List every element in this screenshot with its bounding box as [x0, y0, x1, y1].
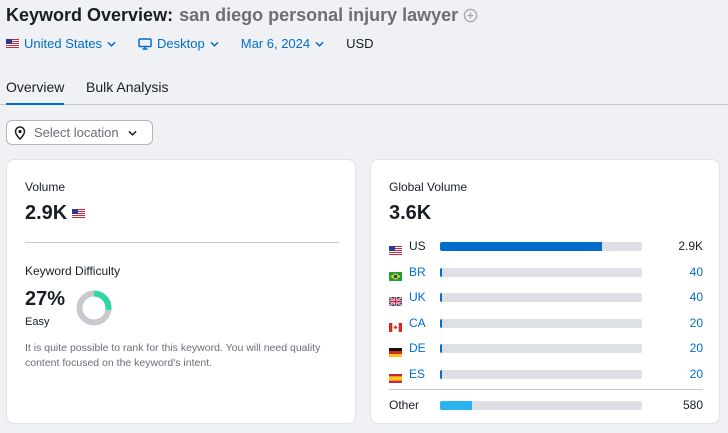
kd-label: Keyword Difficulty — [25, 264, 121, 278]
kd-value: 27% — [25, 288, 66, 310]
divider — [25, 242, 339, 243]
title-prefix: Keyword Overview: — [6, 5, 174, 25]
country-code: US — [409, 239, 426, 253]
country-volume-value[interactable]: 20 — [689, 316, 703, 330]
country-code[interactable]: DE — [409, 341, 426, 355]
country-code[interactable]: BR — [409, 265, 426, 279]
us-flag-icon — [389, 242, 402, 255]
volume-bar — [440, 343, 642, 353]
country-label: United States — [24, 36, 103, 51]
volume-bar — [440, 267, 642, 277]
volume-value: 2.9K — [25, 202, 68, 224]
chevron-down-icon — [210, 41, 219, 47]
country-code[interactable]: ES — [409, 367, 426, 381]
country-row-es: ES 20 — [389, 364, 703, 384]
country-code[interactable]: CA — [409, 316, 426, 330]
global-volume-value: 3.6K — [389, 202, 432, 224]
country-volume-value[interactable]: 40 — [689, 290, 703, 304]
volume-bar-fill — [440, 241, 602, 251]
volume-bar — [440, 369, 642, 379]
device-dropdown[interactable]: Desktop — [138, 36, 219, 51]
volume-bar — [440, 241, 642, 251]
country-volume-value[interactable]: 20 — [689, 367, 703, 381]
filters-bar: United States Desktop Mar 6, 2024 USD — [6, 36, 396, 51]
uk-flag-icon — [388, 293, 403, 307]
currency-label: USD — [346, 36, 374, 51]
keyword-title: san diego personal injury lawyer — [179, 5, 459, 25]
location-pin-icon — [14, 125, 26, 140]
es-flag-icon — [389, 370, 402, 383]
volume-bar — [440, 318, 642, 328]
volume-bar-fill — [440, 369, 443, 379]
us-flag-icon — [6, 39, 19, 48]
global-volume-card: Global Volume 3.6K US 2.9K BR 40 UK 40 CA 20 DE 2… — [370, 159, 720, 424]
tab-overview[interactable]: Overview — [6, 79, 65, 105]
country-code[interactable]: UK — [409, 290, 426, 304]
date-label: Mar 6, 2024 — [240, 36, 311, 51]
chevron-down-icon — [127, 130, 137, 136]
kd-description: It is quite possible to rank for this ke… — [25, 342, 321, 369]
tab-bulk-analysis[interactable]: Bulk Analysis — [86, 79, 169, 95]
date-dropdown[interactable]: Mar 6, 2024 — [241, 36, 324, 51]
volume-bar-fill — [440, 292, 443, 302]
other-row: Other 580 — [389, 395, 703, 415]
br-flag-icon — [389, 268, 402, 281]
page-title: Keyword Overview: san diego personal inj… — [6, 5, 478, 26]
chevron-down-icon — [315, 41, 324, 47]
volume-bar-fill — [440, 343, 443, 353]
other-value: 580 — [682, 398, 703, 412]
volume-card: Volume 2.9K Keyword Difficulty 27% Easy … — [6, 159, 356, 424]
country-dropdown[interactable]: United States — [6, 36, 116, 51]
chevron-down-icon — [107, 41, 116, 47]
country-row-uk: UK 40 — [388, 287, 703, 307]
country-row-ca: CA 20 — [389, 313, 703, 333]
other-label: Other — [389, 398, 420, 412]
country-volume-value[interactable]: 40 — [689, 265, 703, 279]
volume-bar-fill — [440, 267, 443, 277]
location-placeholder: Select location — [34, 125, 119, 140]
country-row-us: US 2.9K — [389, 236, 703, 256]
global-volume-label: Global Volume — [389, 180, 468, 194]
us-flag-icon — [72, 209, 86, 218]
country-row-de: DE 20 — [389, 338, 703, 358]
kd-level: Easy — [25, 316, 50, 328]
volume-value-row: 2.9K — [25, 202, 86, 225]
kd-ring-fill — [76, 290, 112, 326]
country-row-br: BR 40 — [389, 262, 703, 282]
country-volume-value: 2.9K — [678, 239, 703, 253]
tab-bar: Overview Bulk Analysis — [0, 72, 728, 105]
kd-ring-chart — [76, 290, 112, 326]
divider — [389, 389, 703, 390]
volume-label: Volume — [25, 180, 66, 194]
country-volume-value[interactable]: 20 — [689, 341, 703, 355]
location-select[interactable]: Select location — [6, 120, 153, 145]
other-bar-fill — [440, 400, 473, 410]
desktop-icon — [138, 37, 152, 50]
de-flag-icon — [389, 344, 402, 357]
ca-flag-icon — [389, 319, 402, 332]
volume-bar-fill — [440, 318, 443, 328]
add-keyword-icon[interactable] — [463, 8, 478, 23]
device-label: Desktop — [157, 36, 205, 51]
other-bar — [440, 400, 642, 410]
volume-bar — [440, 292, 642, 302]
